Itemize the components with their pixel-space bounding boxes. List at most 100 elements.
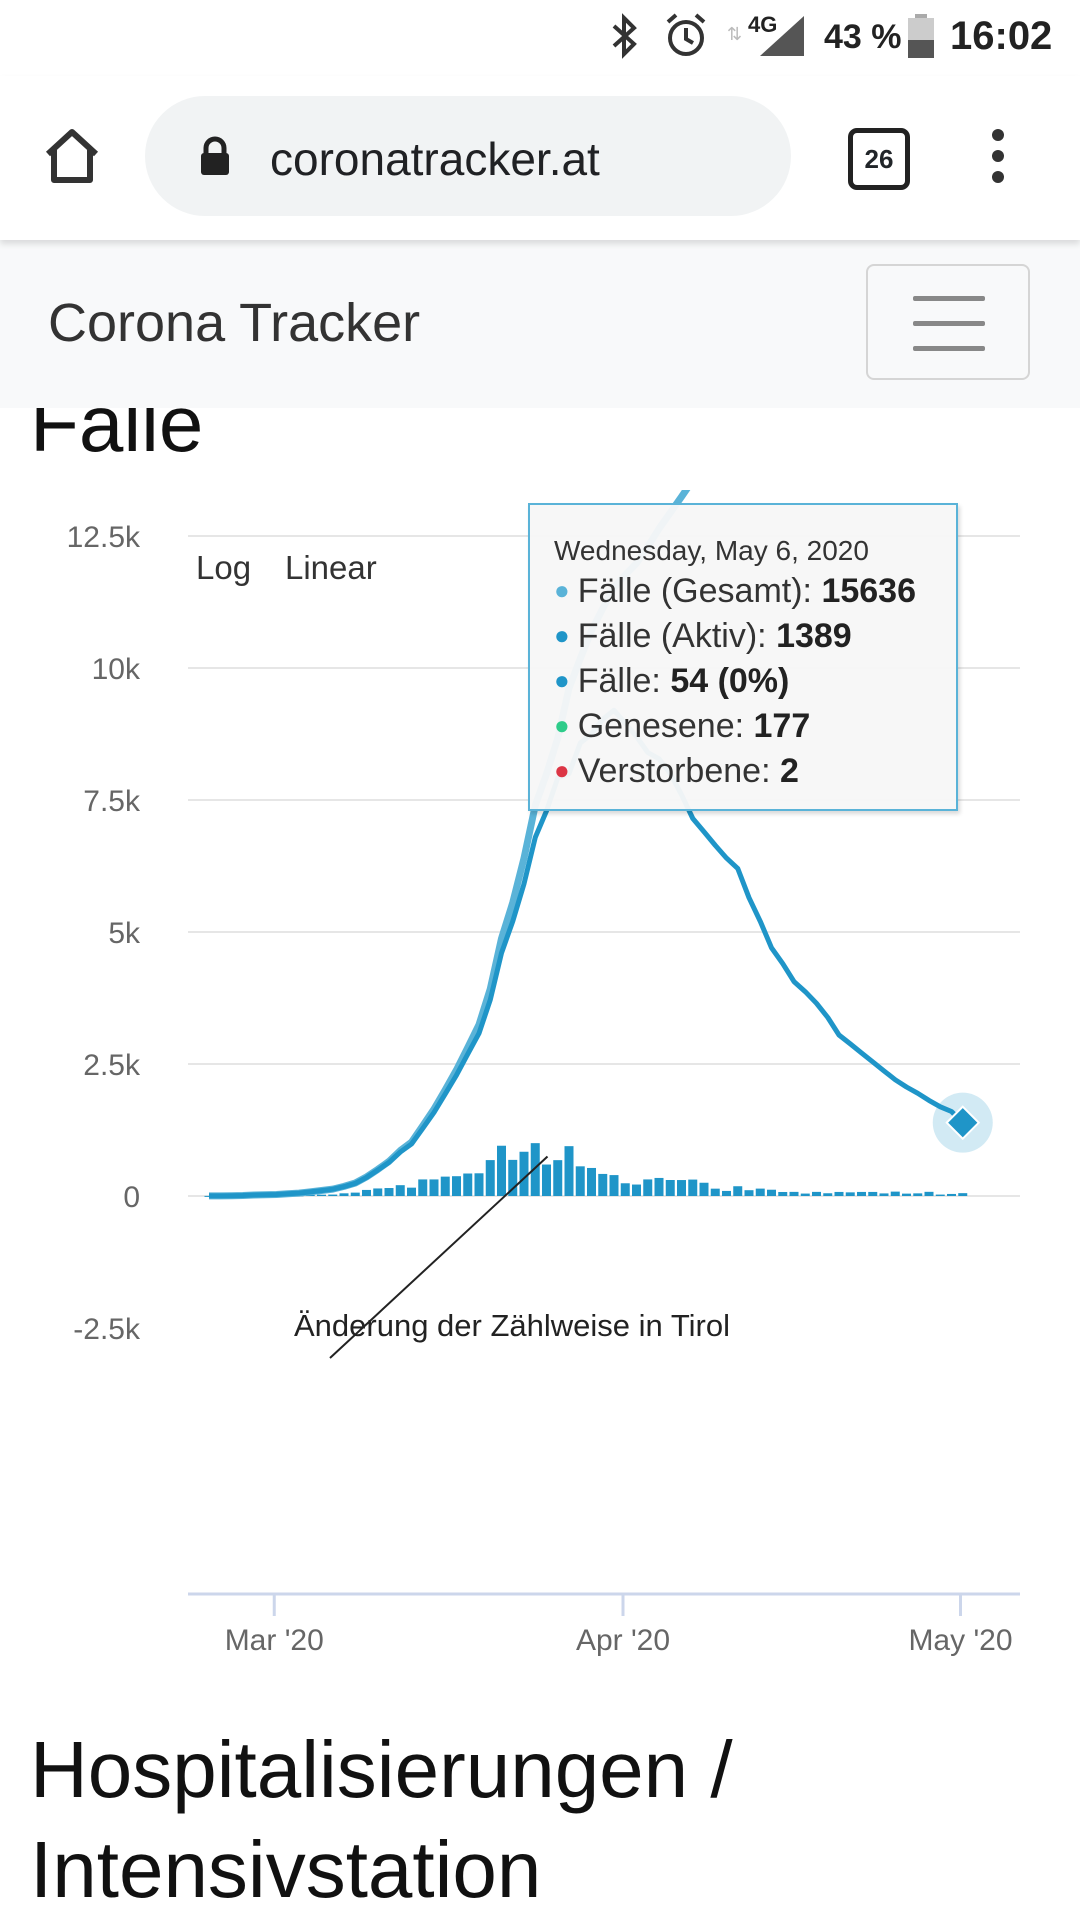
daily-cases-bar[interactable] (710, 1188, 720, 1196)
daily-cases-bar[interactable] (643, 1179, 653, 1196)
daily-cases-bar[interactable] (452, 1176, 461, 1196)
daily-cases-bar[interactable] (350, 1192, 360, 1196)
daily-cases-bar[interactable] (598, 1173, 608, 1196)
daily-cases-bar[interactable] (418, 1179, 428, 1196)
legend-dot-icon: ● (554, 620, 570, 650)
daily-cases-bar[interactable] (778, 1191, 788, 1196)
linear-scale-button[interactable]: Linear (285, 549, 377, 586)
more-menu-icon[interactable] (988, 128, 1008, 189)
daily-cases-bar[interactable] (677, 1180, 686, 1196)
daily-cases-bar[interactable] (395, 1185, 405, 1196)
tooltip-value: 177 (753, 707, 811, 745)
y-tick-label: 10k (92, 653, 141, 686)
browser-toolbar: coronatracker.at 26 (0, 76, 1080, 240)
lock-icon (199, 136, 231, 181)
hover-markers (932, 1092, 993, 1153)
daily-cases-bar[interactable] (564, 1146, 574, 1196)
daily-cases-bar[interactable] (755, 1188, 765, 1196)
daily-cases-bar[interactable] (530, 1143, 540, 1196)
legend-dot-icon: ● (554, 755, 570, 785)
section-title-hospitalizations: Hospitalisierungen / Intensivstation (30, 1725, 733, 1914)
daily-cases-bar[interactable] (665, 1180, 675, 1196)
daily-cases-bar[interactable] (947, 1193, 956, 1196)
tooltip-value: 54 (0%) (670, 662, 790, 700)
daily-cases-bar[interactable] (924, 1191, 934, 1196)
home-icon[interactable] (40, 126, 104, 191)
daily-cases-bar[interactable] (587, 1167, 596, 1196)
alarm-icon (662, 10, 710, 70)
daily-cases-bar[interactable] (744, 1190, 754, 1196)
daily-cases-bar[interactable] (407, 1187, 416, 1196)
daily-cases-bar[interactable] (474, 1173, 484, 1196)
active-hover-point (945, 1105, 981, 1141)
daily-cases-bar[interactable] (733, 1186, 743, 1196)
daily-cases-bar[interactable] (722, 1190, 731, 1196)
daily-cases-bar[interactable] (362, 1189, 371, 1196)
daily-cases-bar[interactable] (497, 1145, 506, 1196)
daily-cases-bar[interactable] (373, 1188, 383, 1196)
tooltip-row-deaths: ● Verstorbene: 2 (554, 752, 799, 791)
x-tick-label: Apr '20 (576, 1624, 670, 1657)
hamburger-line-icon (913, 321, 985, 326)
tooltip-label: Fälle (Gesamt): (577, 572, 822, 610)
annotation-pointer (329, 1155, 549, 1359)
daily-cases-bar[interactable] (305, 1194, 315, 1196)
daily-cases-bar[interactable] (767, 1189, 776, 1196)
daily-cases-bar[interactable] (542, 1164, 551, 1196)
daily-cases-bar[interactable] (463, 1173, 473, 1196)
daily-cases-bar[interactable] (879, 1193, 889, 1196)
daily-cases-bar[interactable] (519, 1151, 529, 1196)
address-bar[interactable]: coronatracker.at (145, 96, 791, 216)
daily-cases-bar[interactable] (485, 1160, 495, 1196)
daily-cases-bar[interactable] (800, 1193, 810, 1196)
daily-cases-bar[interactable] (508, 1159, 518, 1196)
tooltip-date: Wednesday, May 6, 2020 (554, 535, 869, 566)
daily-cases-bar[interactable] (812, 1191, 821, 1196)
daily-cases-bar[interactable] (789, 1191, 799, 1196)
daily-cases-bar[interactable] (857, 1191, 866, 1196)
daily-cases-bar[interactable] (688, 1179, 698, 1196)
daily-cases-bar[interactable] (575, 1166, 585, 1196)
daily-cases-bar[interactable] (823, 1193, 833, 1196)
y-tick-label: 7.5k (83, 785, 141, 818)
daily-cases-bar[interactable] (913, 1193, 923, 1196)
daily-cases-bar[interactable] (339, 1193, 349, 1196)
daily-cases-bar[interactable] (632, 1184, 641, 1196)
daily-cases-bar[interactable] (890, 1191, 900, 1196)
tab-switcher-button[interactable]: 26 (848, 128, 910, 190)
site-brand[interactable]: Corona Tracker (48, 293, 421, 353)
daily-cases-bar[interactable] (609, 1175, 619, 1196)
daily-cases-bar[interactable] (834, 1191, 844, 1196)
tooltip-row-active: ● Fälle (Aktiv): 1389 (554, 617, 852, 656)
legend-dot-icon: ● (554, 575, 570, 605)
daily-cases-bar[interactable] (902, 1193, 911, 1196)
network-type: 4G (748, 12, 778, 37)
status-bar: ⇅ 4G 43 % 16:02 (0, 0, 1080, 76)
daily-cases-bar[interactable] (958, 1193, 968, 1196)
daily-cases-bar[interactable] (429, 1179, 439, 1196)
hamburger-line-icon (913, 346, 985, 351)
log-scale-button[interactable]: Log (196, 549, 251, 586)
daily-cases-bar[interactable] (845, 1192, 855, 1196)
daily-cases-bar[interactable] (868, 1191, 878, 1196)
daily-cases-bar[interactable] (440, 1176, 450, 1196)
legend-dot-icon: ● (554, 665, 570, 695)
tooltip-value: 15636 (821, 572, 916, 610)
daily-cases-bar[interactable] (553, 1160, 563, 1196)
hamburger-line-icon (913, 296, 985, 301)
y-tick-label: 0 (123, 1181, 140, 1214)
daily-cases-bar[interactable] (317, 1194, 326, 1196)
daily-cases-bar[interactable] (328, 1194, 338, 1196)
daily-cases-bar[interactable] (654, 1177, 664, 1196)
chart-tooltip: Wednesday, May 6, 2020 ● Fälle (Gesamt): … (528, 503, 958, 811)
daily-cases-bar[interactable] (620, 1183, 630, 1196)
menu-toggle-button[interactable] (866, 264, 1030, 380)
battery-icon (907, 14, 935, 68)
data-arrows-icon: ⇅ (727, 24, 743, 44)
site-navbar: Corona Tracker (0, 240, 1080, 408)
annotation-label: Änderung der Zählweise in Tirol (294, 1308, 730, 1343)
tooltip-row-total: ● Fälle (Gesamt): 15636 (554, 572, 916, 611)
daily-cases-bar[interactable] (384, 1188, 394, 1196)
daily-cases-bar[interactable] (699, 1182, 709, 1196)
daily-cases-bar[interactable] (935, 1194, 945, 1196)
